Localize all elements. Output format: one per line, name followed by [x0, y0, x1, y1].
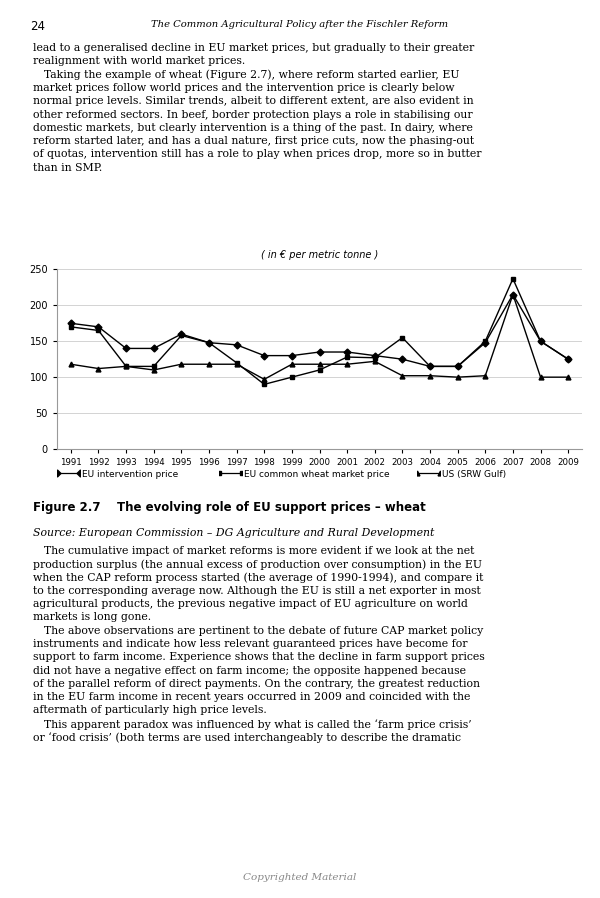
Text: EU common wheat market price: EU common wheat market price [244, 470, 390, 479]
Text: instruments and indicate how less relevant guaranteed prices have become for: instruments and indicate how less releva… [33, 639, 467, 649]
Text: ( in € per metric tonne ): ( in € per metric tonne ) [261, 251, 378, 260]
Text: of quotas, intervention still has a role to play when prices drop, more so in bu: of quotas, intervention still has a role… [33, 149, 482, 160]
Text: in the EU farm income in recent years occurred in 2009 and coincided with the: in the EU farm income in recent years oc… [33, 692, 470, 702]
Text: Source: European Commission – DG Agriculture and Rural Development: Source: European Commission – DG Agricul… [33, 528, 434, 538]
Text: The Common Agricultural Policy after the Fischler Reform: The Common Agricultural Policy after the… [151, 20, 449, 29]
Text: markets is long gone.: markets is long gone. [33, 612, 151, 622]
Text: domestic markets, but clearly intervention is a thing of the past. In dairy, whe: domestic markets, but clearly interventi… [33, 123, 473, 133]
Text: than in SMP.: than in SMP. [33, 163, 102, 172]
Text: or ‘food crisis’ (both terms are used interchangeably to describe the dramatic: or ‘food crisis’ (both terms are used in… [33, 732, 461, 743]
Text: Figure 2.7    The evolving role of EU support prices – wheat: Figure 2.7 The evolving role of EU suppo… [33, 501, 426, 514]
Text: 24: 24 [30, 20, 45, 32]
Text: agricultural products, the previous negative impact of EU agriculture on world: agricultural products, the previous nega… [33, 599, 468, 609]
Text: of the parallel reform of direct payments. On the contrary, the greatest reducti: of the parallel reform of direct payment… [33, 679, 480, 689]
Text: did not have a negative effect on farm income; the opposite happened because: did not have a negative effect on farm i… [33, 665, 466, 675]
Text: The above observations are pertinent to the debate of future CAP market policy: The above observations are pertinent to … [33, 626, 483, 636]
Text: other reformed sectors. In beef, border protection plays a role in stabilising o: other reformed sectors. In beef, border … [33, 110, 473, 119]
Text: realignment with world market prices.: realignment with world market prices. [33, 57, 245, 66]
Text: reform started later, and has a dual nature, first price cuts, now the phasing-o: reform started later, and has a dual nat… [33, 136, 474, 146]
Text: Copyrighted Material: Copyrighted Material [244, 873, 356, 882]
Text: Taking the example of wheat (Figure 2.7), where reform started earlier, EU: Taking the example of wheat (Figure 2.7)… [33, 70, 460, 80]
Text: production surplus (the annual excess of production over consumption) in the EU: production surplus (the annual excess of… [33, 559, 482, 570]
Text: The cumulative impact of market reforms is more evident if we look at the net: The cumulative impact of market reforms … [33, 546, 475, 556]
Text: to the corresponding average now. Although the EU is still a net exporter in mos: to the corresponding average now. Althou… [33, 585, 481, 596]
Text: when the CAP reform process started (the average of 1990-1994), and compare it: when the CAP reform process started (the… [33, 573, 484, 583]
Text: lead to a generalised decline in EU market prices, but gradually to their greate: lead to a generalised decline in EU mark… [33, 43, 474, 53]
Text: This apparent paradox was influenced by what is called the ‘farm price crisis’: This apparent paradox was influenced by … [33, 718, 472, 729]
Text: EU intervention price: EU intervention price [82, 470, 178, 479]
Text: aftermath of particularly high price levels.: aftermath of particularly high price lev… [33, 706, 267, 716]
Text: market prices follow world prices and the intervention price is clearly below: market prices follow world prices and th… [33, 83, 455, 93]
Text: US (SRW Gulf): US (SRW Gulf) [442, 470, 506, 479]
Text: support to farm income. Experience shows that the decline in farm support prices: support to farm income. Experience shows… [33, 652, 485, 663]
Text: normal price levels. Similar trends, albeit to different extent, are also eviden: normal price levels. Similar trends, alb… [33, 96, 473, 106]
